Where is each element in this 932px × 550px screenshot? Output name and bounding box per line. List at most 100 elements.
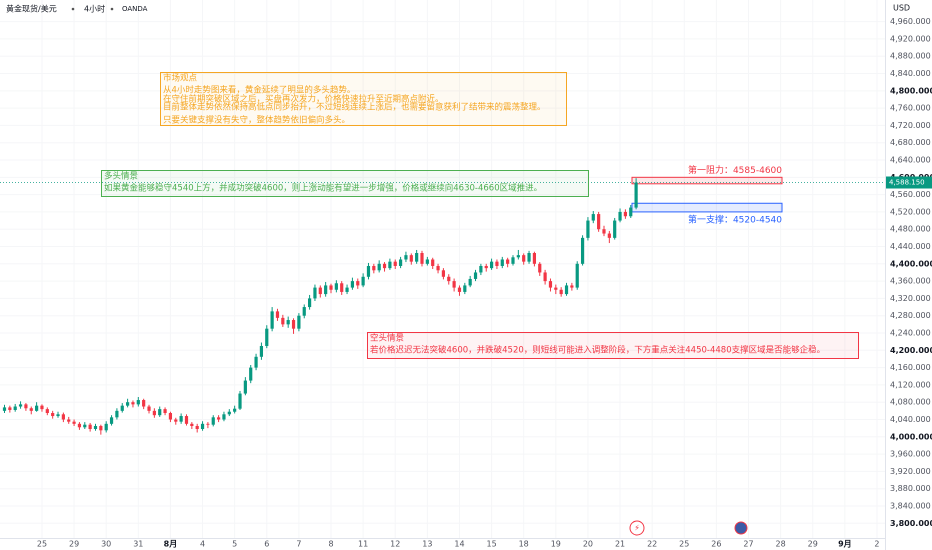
x-tick-label: 2: [874, 540, 879, 549]
candle-body: [500, 259, 504, 266]
candle-body: [447, 276, 451, 282]
candle-body: [115, 410, 119, 418]
candle-body: [174, 419, 178, 422]
x-tick-label: 25: [37, 540, 47, 549]
zone-label: 第一支撑：4520-4540: [688, 213, 782, 225]
x-tick-label: 22: [647, 540, 657, 549]
y-tick-label: 4,920.000: [890, 34, 931, 43]
candle-body: [613, 220, 617, 238]
y-tick-label: 4,640.000: [890, 156, 931, 165]
candle-body: [184, 416, 189, 424]
y-tick-label: 4,320.000: [890, 294, 931, 303]
x-tick-label: 7: [296, 540, 301, 549]
annotation-text: 如果黄金能够稳守4540上方，并成功突破4600，则上涨动能有望进一步增强，价格…: [104, 183, 542, 194]
x-tick-label: 18: [519, 540, 529, 549]
candle-body: [83, 424, 87, 428]
source: OANDA: [122, 5, 148, 13]
candle-body: [361, 276, 365, 286]
last-price-tag: [886, 176, 932, 189]
annotation-text: 若价格迟迟无法突破4600，并跌破4520，则短线可能进入调整阶段，下方重点关注…: [370, 345, 825, 356]
candle-body: [88, 424, 92, 430]
candle-body: [227, 411, 231, 415]
candle-body: [56, 414, 60, 417]
x-tick-label: 20: [583, 540, 593, 549]
y-tick-label: 4,680.000: [890, 138, 931, 147]
candle-body: [259, 345, 264, 357]
candle-body: [8, 407, 12, 410]
candle-body: [200, 423, 205, 430]
candle-body: [404, 255, 408, 260]
candle-body: [489, 261, 494, 269]
annotation-text: 从4小时走势图来看，黄金延续了明显的多头趋势。: [163, 85, 355, 96]
annotation-title: 空头情景: [370, 333, 404, 344]
candle-body: [158, 409, 162, 416]
price-zone: [631, 202, 783, 213]
candle-body: [275, 311, 280, 318]
y-tick-label: 4,440.000: [890, 242, 931, 251]
x-tick-label: 8: [328, 540, 333, 549]
symbol[interactable]: 黄金现货/美元: [6, 4, 57, 14]
y-tick-label: 4,160.000: [890, 363, 931, 372]
candle-body: [372, 265, 376, 271]
candle-body: [415, 252, 419, 262]
candle-body: [329, 285, 333, 290]
candle-body: [2, 407, 7, 411]
candle-body: [147, 406, 151, 411]
currency: USD: [893, 4, 910, 13]
price-zone: [631, 176, 783, 185]
y-tick-label: 4,080.000: [890, 398, 931, 407]
event-icon[interactable]: [629, 520, 645, 536]
x-tick-label: 28: [776, 540, 786, 549]
y-tick-label: 4,480.000: [890, 225, 931, 234]
y-tick-label: 4,360.000: [890, 277, 931, 286]
annotation-title: 市场观点: [163, 73, 198, 84]
candle-body: [136, 400, 140, 405]
annotation-title: 多头情景: [104, 171, 138, 182]
candle-body: [570, 285, 574, 288]
candle-body: [179, 416, 183, 422]
annotation-text: 目前整体走势依然保持高低点同步抬升，不过短线连续上涨后，也需要留意获利了结带来的…: [163, 102, 546, 113]
candle-body: [452, 281, 456, 288]
candle-body: [473, 272, 478, 279]
candle-body: [425, 259, 429, 264]
candle-body: [463, 285, 467, 292]
candle-body: [131, 402, 135, 405]
candle-body: [142, 400, 146, 407]
candle-body: [163, 409, 167, 414]
candle-body: [522, 255, 526, 262]
candle-body: [623, 211, 627, 217]
candle-body: [441, 270, 446, 277]
x-tick-label: 11: [358, 540, 368, 549]
candle-body: [318, 287, 322, 295]
interval[interactable]: 4小时: [84, 4, 105, 14]
candle-body: [222, 414, 226, 420]
candle-body: [206, 423, 210, 425]
x-tick-label: 14: [454, 540, 464, 549]
x-tick-label: 9月: [838, 540, 852, 549]
candle-body: [629, 207, 633, 217]
candle-body: [51, 413, 55, 417]
y-tick-label: 3,840.000: [890, 501, 931, 510]
candle-body: [602, 229, 606, 234]
candle-body: [45, 409, 49, 414]
candle-body: [297, 315, 301, 329]
separator: [110, 7, 114, 11]
candle-body: [377, 263, 381, 271]
candle-body: [233, 408, 237, 412]
event-flag[interactable]: [734, 521, 748, 535]
candle-body: [597, 214, 601, 230]
annotation-box: [160, 72, 567, 126]
candle-body: [270, 311, 274, 329]
candle-body: [61, 414, 65, 420]
candle-body: [538, 263, 542, 273]
y-tick-label: 4,000.000: [890, 432, 932, 441]
y-tick-label: 4,560.000: [890, 190, 931, 199]
candle-body: [40, 405, 44, 410]
candle-body: [436, 265, 440, 271]
candle-body: [409, 255, 413, 262]
candle-body: [291, 320, 296, 329]
y-tick-label: 4,800.000: [890, 86, 932, 95]
candle-body: [67, 419, 71, 422]
